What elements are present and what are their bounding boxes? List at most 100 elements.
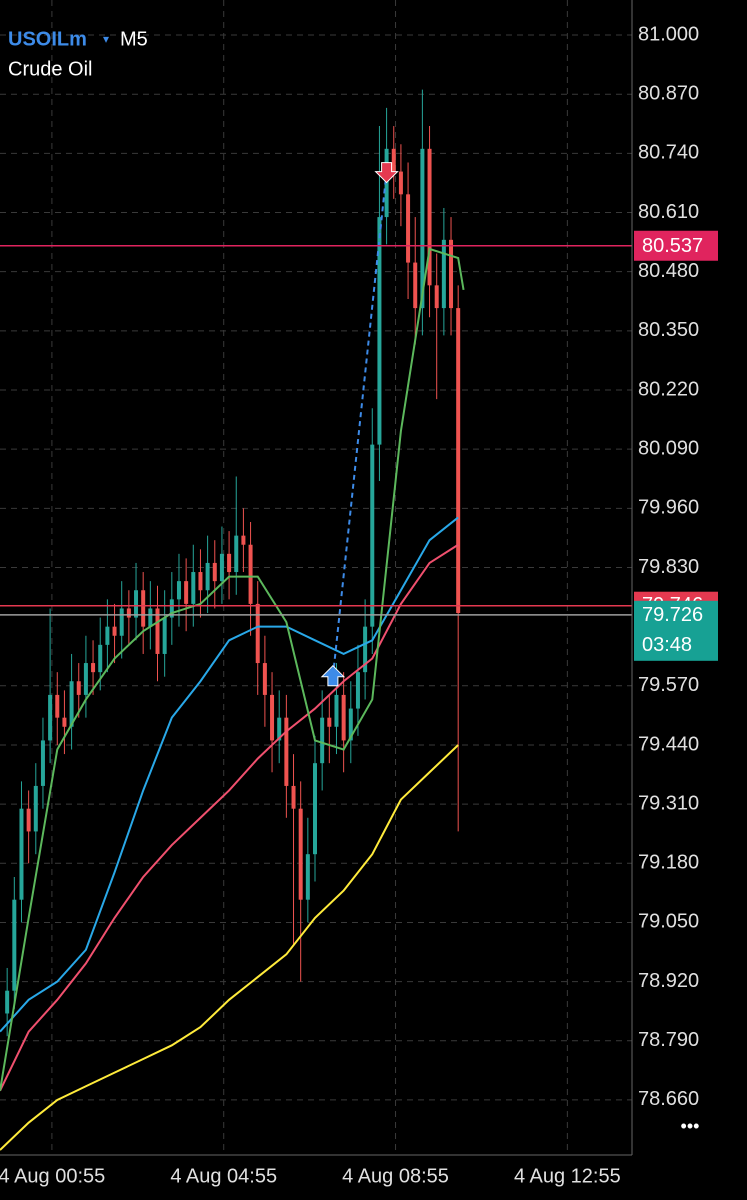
candle-body [40,740,45,786]
candle-body [69,681,74,727]
price-label: 80.537 [642,235,703,257]
x-tick-label: 4 Aug 04:55 [170,1165,277,1187]
candle-body [391,148,396,172]
candle-body [298,808,303,900]
y-tick-label: 80.610 [638,201,699,223]
candle-body [12,899,17,991]
y-tick-label: 80.090 [638,437,699,459]
x-tick-label: 4 Aug 12:55 [514,1165,621,1187]
candle-body [33,785,38,832]
candle-body [191,572,196,604]
candle-body [327,717,332,727]
y-tick-label: 79.830 [638,556,699,578]
candle-body [284,717,289,786]
y-tick-label: 79.050 [638,911,699,933]
candle-body [19,808,24,900]
candle-body [262,663,267,695]
candle-body [348,708,353,741]
bid-label: 79.726 [642,604,703,626]
trade-arrow [320,665,346,687]
candle-body [277,717,282,741]
x-tick-label: 4 Aug 00:55 [0,1165,105,1187]
candle-body [62,717,67,727]
y-tick-label: 78.920 [638,970,699,992]
candle-body [76,681,81,695]
candle-body [176,581,181,600]
timeframe[interactable]: M5 [120,28,148,50]
countdown: 03:48 [642,634,692,656]
symbol-header[interactable]: USOILm ▾ M5 [8,28,148,50]
moving-average [0,247,465,1091]
candle-body [83,663,88,695]
candle-body [126,608,131,618]
y-tick-label: 80.740 [638,142,699,164]
y-tick-label: 80.350 [638,319,699,341]
moving-average [0,744,459,1151]
candle-body [355,672,360,709]
y-tick-label: 80.870 [638,82,699,104]
candle-body [212,562,217,582]
candle-body [398,171,403,195]
y-tick-label: 79.180 [638,852,699,874]
candle-body [320,717,325,764]
candle-body [112,626,117,636]
candle-body [219,553,224,582]
plot-area [0,89,632,1151]
bid-label-box [634,600,718,661]
y-tick-label: 79.960 [638,497,699,519]
candle-body [406,194,411,263]
symbol-menu[interactable]: ▾ [103,32,109,46]
candle-body [134,590,139,618]
candle-body [162,617,167,654]
moving-average [0,543,459,1092]
moving-average [0,516,459,1033]
candle-body [205,562,210,591]
candle-body [141,590,146,627]
candle-body [227,553,232,573]
candle-body [234,535,239,573]
y-tick-label: 79.310 [638,792,699,814]
candle-body [341,694,346,741]
candle-body [155,608,160,654]
menu-button[interactable]: ••• [681,1116,700,1136]
symbol[interactable]: USOILm [8,28,87,50]
y-tick-label: 78.660 [638,1088,699,1110]
candle-body [55,694,60,718]
candle-body [427,148,432,286]
candle-body [363,626,368,673]
y-tick-label: 79.570 [638,674,699,696]
x-tick-label: 4 Aug 08:55 [342,1165,449,1187]
description: Crude Oil [8,58,92,80]
candle-body [377,217,382,445]
candle-body [370,444,375,627]
candle-body [291,785,296,809]
candle-body [26,808,31,832]
candle-body [169,599,174,618]
candle-body [456,308,461,613]
candle-body [119,608,124,636]
candle-body [441,239,446,309]
trade-arrow [374,162,399,184]
y-tick-label: 81.000 [638,23,699,45]
candle-body [270,694,275,741]
candle-body [434,285,439,309]
y-tick-label: 80.480 [638,260,699,282]
grid [0,0,632,1155]
candle-body [105,626,110,645]
candle-body [449,239,454,309]
axes: 81.000 80.870 80.740 80.610 80.480 80.350 80.2… [0,23,718,1187]
candle-body [148,608,153,627]
price-label-box [634,230,718,261]
trade-link [331,171,388,677]
candle-body [198,572,203,591]
candle-body [413,262,418,309]
candle-body [48,694,53,741]
candle-body [334,694,339,727]
candle-body [313,763,317,855]
candle-body [255,603,260,664]
y-tick-label: 78.790 [638,1029,699,1051]
candle-body [248,544,253,604]
candle-body [91,663,96,673]
